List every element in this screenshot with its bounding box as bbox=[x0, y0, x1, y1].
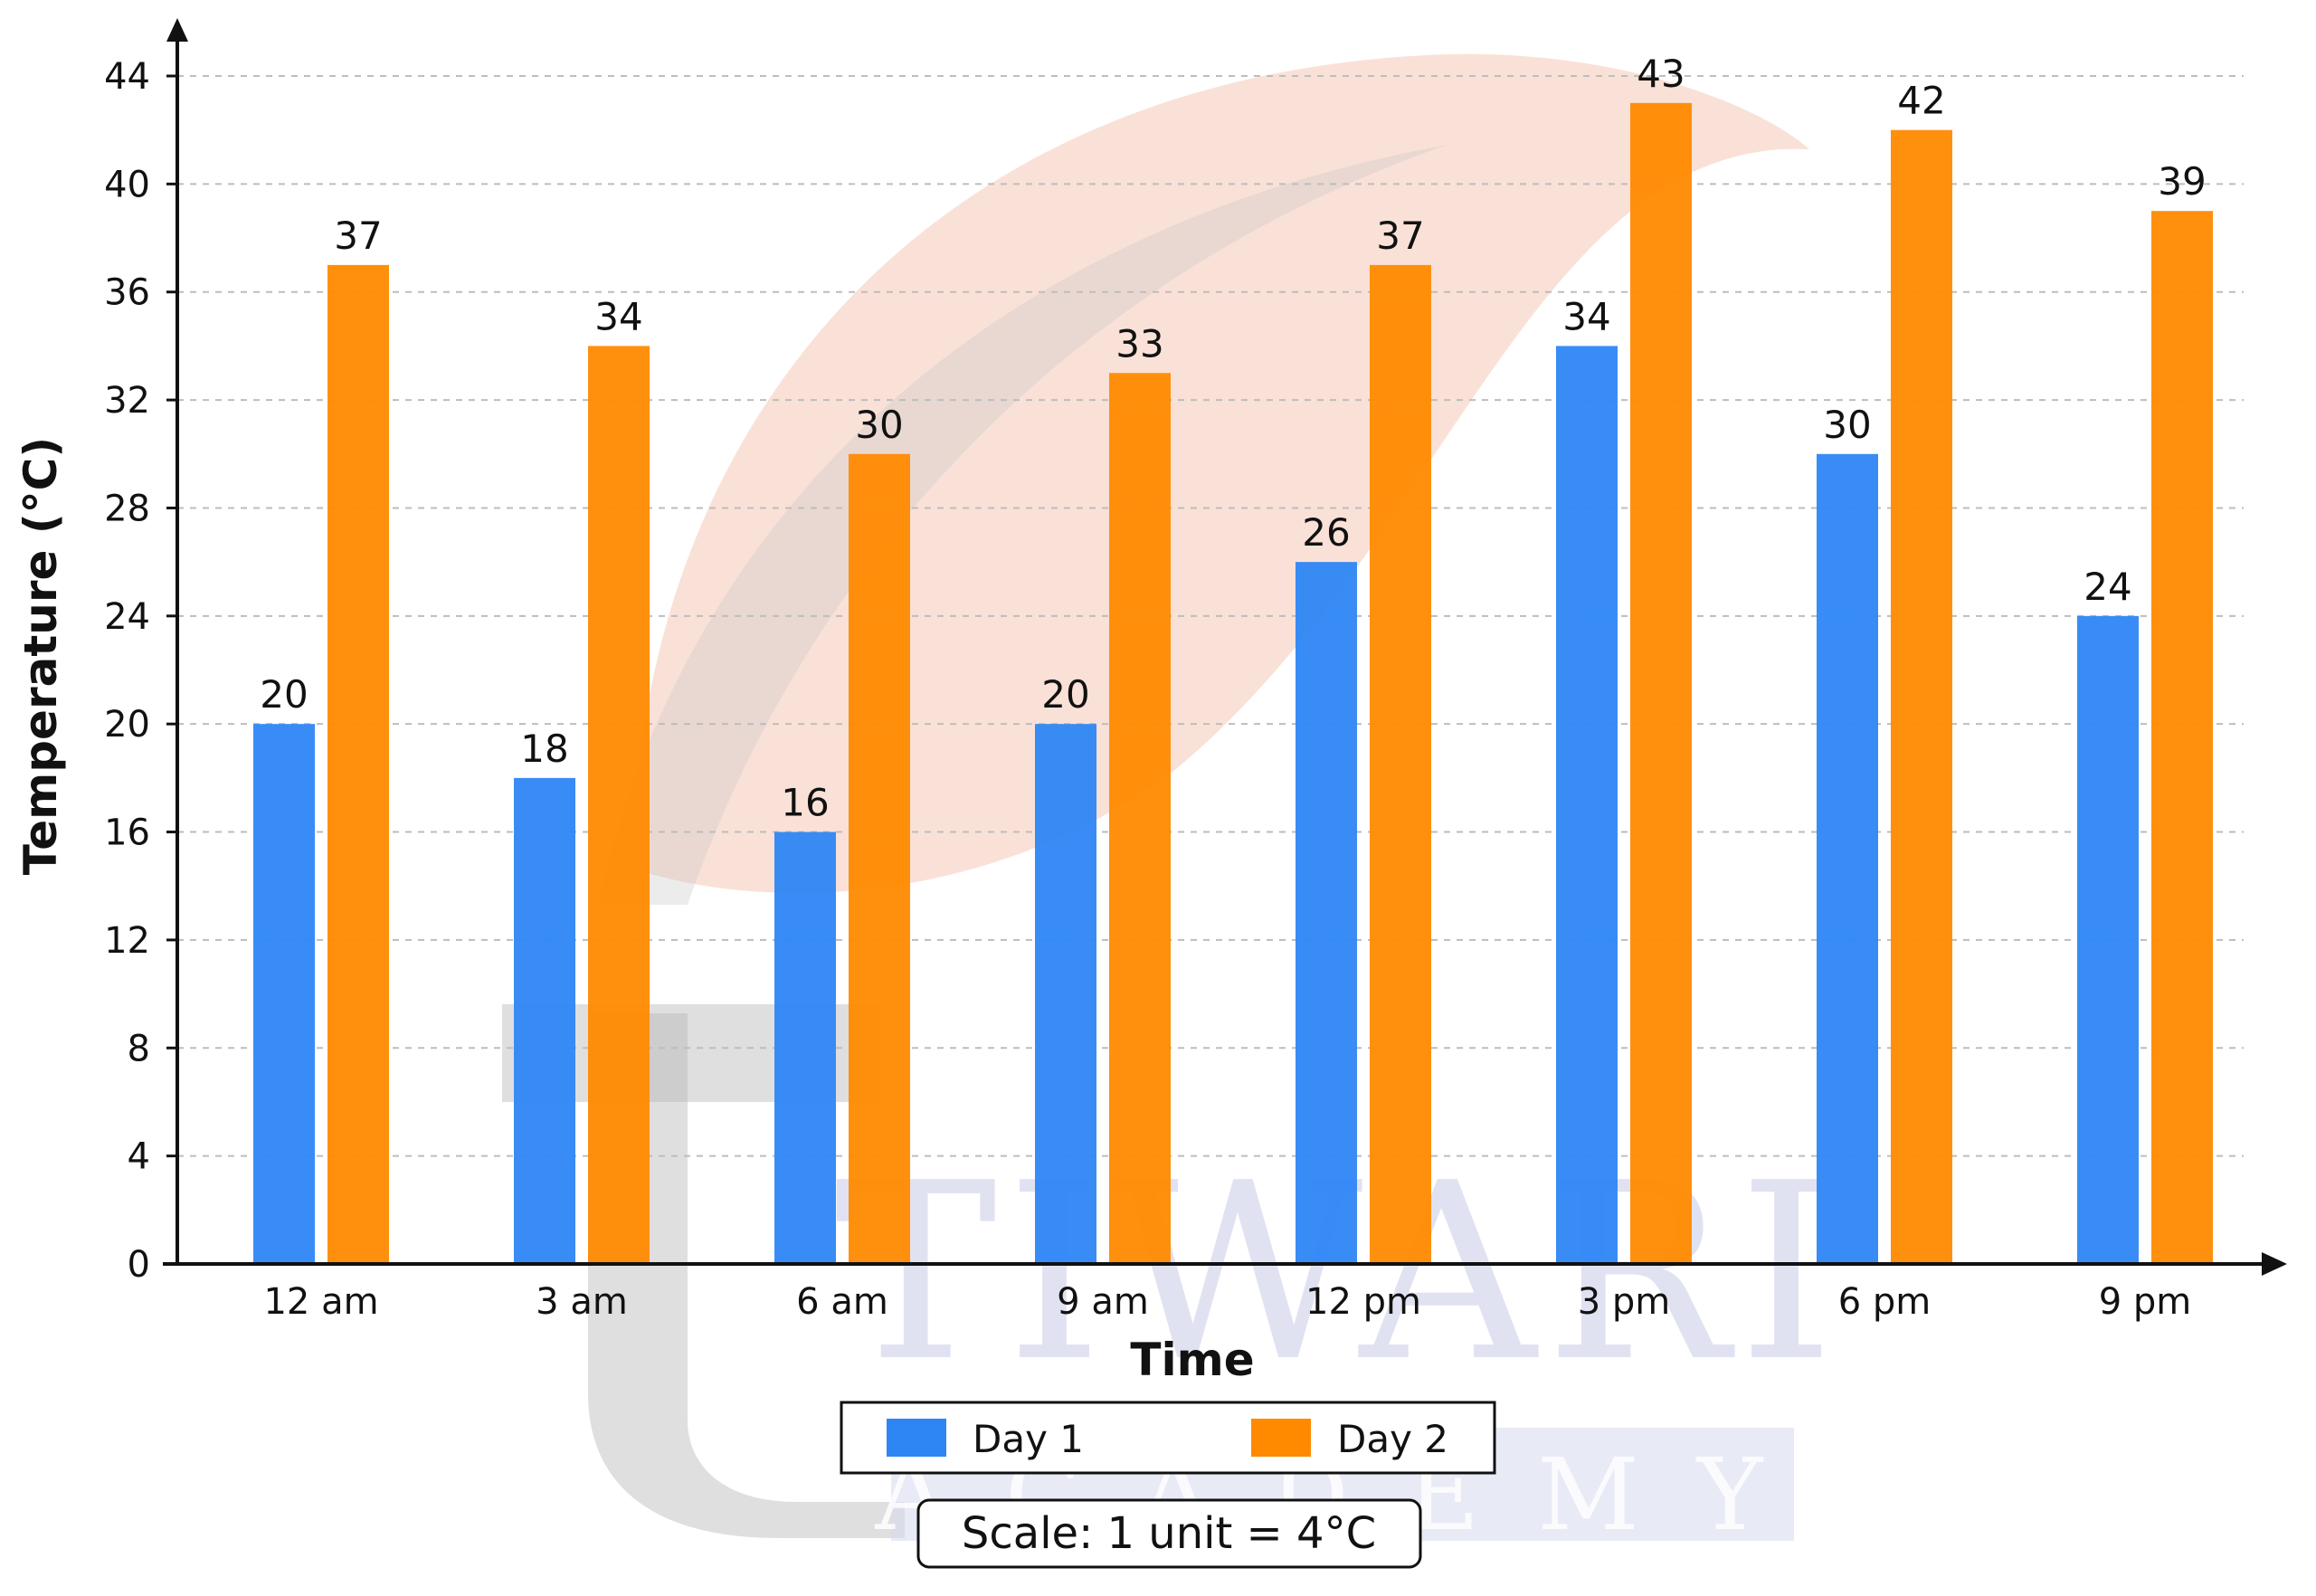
data-label-day-2-6-am: 30 bbox=[855, 403, 903, 447]
x-tick-label-3-am: 3 am bbox=[536, 1281, 628, 1323]
data-label-day-2-3-am: 34 bbox=[594, 294, 642, 338]
data-label-day-1-3-am: 18 bbox=[520, 727, 568, 771]
y-tick-label-20: 20 bbox=[104, 704, 150, 746]
bar-day-2-3-am bbox=[588, 346, 650, 1265]
bar-day-2-9-pm bbox=[2151, 211, 2213, 1264]
y-tick-label-32: 32 bbox=[104, 380, 150, 422]
bar-day-1-3-am bbox=[514, 777, 575, 1264]
scale-note-text: Scale: 1 unit = 4°C bbox=[962, 1508, 1376, 1559]
legend-swatch-day-2 bbox=[1251, 1419, 1311, 1457]
scale-note: Scale: 1 unit = 4°C bbox=[916, 1498, 1422, 1569]
data-label-day-1-6-am: 16 bbox=[781, 781, 829, 825]
y-tick-label-16: 16 bbox=[104, 812, 150, 854]
x-tick-label-12-pm: 12 pm bbox=[1305, 1281, 1421, 1323]
y-tick-label-40: 40 bbox=[104, 164, 150, 205]
legend-box bbox=[840, 1401, 1496, 1475]
legend-swatch-day-1 bbox=[887, 1419, 946, 1457]
x-tick-labels: 12 am 3 am 6 am 9 am 12 pm 3 pm 6 pm 9 pm bbox=[263, 1281, 2191, 1323]
data-label-day-2-3-pm: 43 bbox=[1637, 52, 1685, 96]
data-label-day-2-9-pm: 39 bbox=[2158, 159, 2206, 204]
data-labels: 20 37 18 34 16 30 20 33 26 37 34 43 30 42 24 39 bbox=[260, 52, 2206, 825]
bar-day-1-3-pm bbox=[1556, 346, 1618, 1265]
bar-day-1-12-pm bbox=[1296, 562, 1357, 1264]
bars bbox=[253, 102, 2213, 1265]
watermark-swoosh bbox=[597, 145, 1448, 905]
bar-day-2-12-am bbox=[327, 264, 389, 1264]
y-tick-label-44: 44 bbox=[104, 56, 150, 98]
legend-label-day-1: Day 1 bbox=[973, 1417, 1084, 1461]
y-tick-label-8: 8 bbox=[128, 1028, 150, 1069]
data-label-day-2-9-am: 33 bbox=[1115, 321, 1163, 366]
watermark-leaf bbox=[633, 53, 1809, 894]
y-tick-label-36: 36 bbox=[104, 272, 150, 314]
y-tick-label-12: 12 bbox=[104, 920, 150, 962]
bar-day-1-9-am bbox=[1035, 724, 1096, 1264]
y-axis-title: Temperature (°C) bbox=[14, 437, 67, 875]
bar-day-1-6-am bbox=[774, 831, 836, 1264]
data-label-day-1-3-pm: 34 bbox=[1562, 294, 1610, 338]
y-tick-labels: 0 4 8 12 16 20 24 28 32 36 40 44 bbox=[104, 56, 177, 1286]
bar-day-1-9-pm bbox=[2077, 615, 2139, 1264]
bar-day-2-3-pm bbox=[1630, 102, 1692, 1264]
bar-day-2-12-pm bbox=[1370, 264, 1431, 1264]
bar-day-1-12-am bbox=[253, 724, 315, 1264]
y-tick-label-0: 0 bbox=[128, 1244, 150, 1286]
scale-note-box bbox=[916, 1498, 1422, 1569]
x-axis-title: Time bbox=[1130, 1334, 1254, 1386]
x-axis-arrow bbox=[2262, 1252, 2287, 1276]
y-axis-arrow bbox=[166, 18, 188, 42]
bar-day-2-9-am bbox=[1109, 373, 1171, 1264]
x-tick-label-9-pm: 9 pm bbox=[2099, 1281, 2192, 1323]
x-tick-label-9-am: 9 am bbox=[1057, 1281, 1149, 1323]
bar-day-1-6-pm bbox=[1817, 453, 1878, 1265]
data-label-day-2-6-pm: 42 bbox=[1897, 79, 1945, 123]
x-tick-label-3-pm: 3 pm bbox=[1578, 1281, 1671, 1323]
legend: Day 1 Day 2 bbox=[840, 1401, 1496, 1475]
bar-day-2-6-pm bbox=[1891, 129, 1952, 1264]
bar-day-2-6-am bbox=[849, 453, 910, 1265]
y-tick-label-24: 24 bbox=[104, 596, 150, 638]
x-tick-label-6-am: 6 am bbox=[796, 1281, 888, 1323]
x-tick-label-6-pm: 6 pm bbox=[1838, 1281, 1932, 1323]
data-label-day-2-12-pm: 37 bbox=[1376, 214, 1424, 258]
axes bbox=[163, 18, 2287, 1276]
data-label-day-1-9-am: 20 bbox=[1041, 672, 1089, 717]
legend-label-day-2: Day 2 bbox=[1337, 1417, 1448, 1461]
y-tick-label-28: 28 bbox=[104, 488, 150, 529]
data-label-day-1-9-pm: 24 bbox=[2083, 565, 2131, 609]
data-label-day-1-12-pm: 26 bbox=[1302, 510, 1350, 555]
x-tick-label-12-am: 12 am bbox=[263, 1281, 378, 1323]
y-tick-label-4: 4 bbox=[128, 1136, 150, 1178]
data-label-day-1-6-pm: 30 bbox=[1823, 403, 1871, 447]
data-label-day-2-12-am: 37 bbox=[334, 214, 382, 258]
watermark-stem bbox=[588, 1013, 905, 1538]
data-label-day-1-12-am: 20 bbox=[260, 672, 308, 717]
